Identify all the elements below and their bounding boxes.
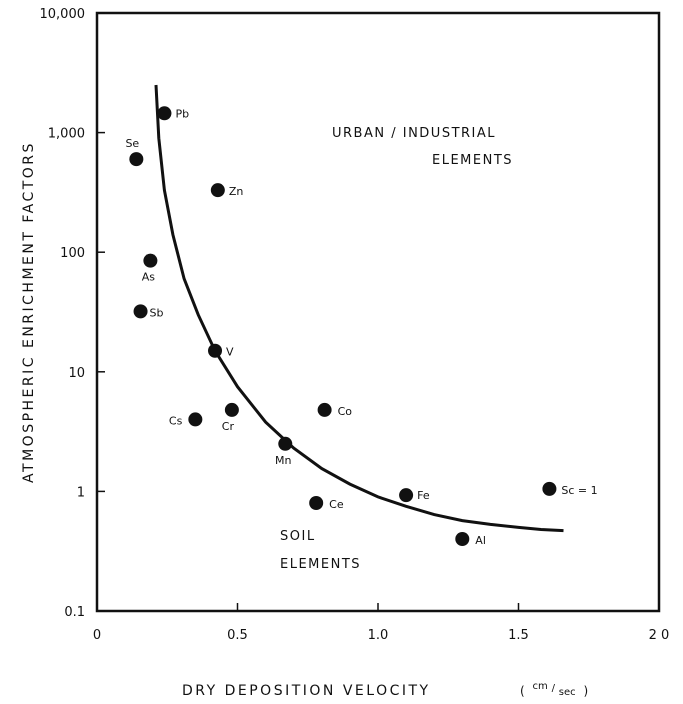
- point-se: [129, 152, 144, 167]
- x-unit-prefix: (: [520, 684, 525, 698]
- annotation-soil-line2: ELEMENTS: [280, 557, 361, 572]
- point-label-sb: Sb: [150, 306, 164, 319]
- point-zn: [210, 183, 225, 198]
- y-tick-label: 1: [77, 485, 85, 500]
- x-tick-label: 1.0: [368, 628, 389, 643]
- point-v: [208, 343, 223, 358]
- x-unit-denominator: sec: [559, 687, 576, 698]
- point-label-cs: Cs: [169, 414, 183, 427]
- point-label-as: As: [142, 271, 156, 284]
- point-label-al: Al: [475, 534, 486, 547]
- point-co: [317, 402, 332, 417]
- x-tick-label: 0.5: [227, 628, 248, 643]
- point-al: [455, 531, 470, 546]
- y-tick-label: 1,000: [48, 127, 85, 142]
- point-label-fe: Fe: [417, 489, 430, 502]
- point-label-v: V: [226, 346, 234, 359]
- point-label-ce: Ce: [329, 498, 344, 511]
- point-mn: [278, 436, 293, 451]
- point-ce: [309, 495, 324, 510]
- plot-frame: [95, 11, 661, 613]
- x-axis-title: DRY DEPOSITION VELOCITY: [182, 683, 431, 699]
- point-pb: [157, 106, 172, 121]
- x-tick-label: 1.5: [508, 628, 529, 643]
- x-unit-numerator: cm: [533, 681, 548, 692]
- point-label-sc-1: Sc = 1: [561, 484, 597, 497]
- annotation-urban-line1: URBAN / INDUSTRIAL: [332, 126, 496, 141]
- y-tick-label: 10,000: [40, 7, 86, 22]
- point-cr: [224, 402, 239, 417]
- point-as: [143, 253, 158, 268]
- y-axis-title: ATMOSPHERIC ENRICHMENT FACTORS: [21, 141, 37, 483]
- y-tick-label: 10: [68, 366, 85, 381]
- point-fe: [399, 488, 414, 503]
- x-unit-suffix: ): [584, 684, 589, 698]
- y-tick-label: 0.1: [64, 605, 85, 620]
- point-label-mn: Mn: [275, 454, 291, 467]
- annotation-urban-line2: ELEMENTS: [432, 153, 513, 168]
- x-unit-slash: /: [552, 683, 556, 694]
- point-label-zn: Zn: [229, 185, 244, 198]
- point-label-se: Se: [125, 137, 139, 150]
- annotation-soil-line1: SOIL: [280, 529, 316, 544]
- point-sb: [133, 304, 148, 319]
- point-label-pb: Pb: [175, 107, 189, 120]
- y-tick-label: 100: [60, 246, 85, 261]
- x-axis-unit: ( cm / sec ): [520, 678, 588, 698]
- x-tick-label: 2 0: [649, 628, 670, 643]
- x-tick-label: 0: [93, 628, 101, 643]
- point-label-co: Co: [338, 405, 353, 418]
- fit-curve: [154, 84, 564, 533]
- point-sc-1: [542, 481, 557, 496]
- point-label-cr: Cr: [222, 420, 235, 433]
- point-cs: [188, 412, 203, 427]
